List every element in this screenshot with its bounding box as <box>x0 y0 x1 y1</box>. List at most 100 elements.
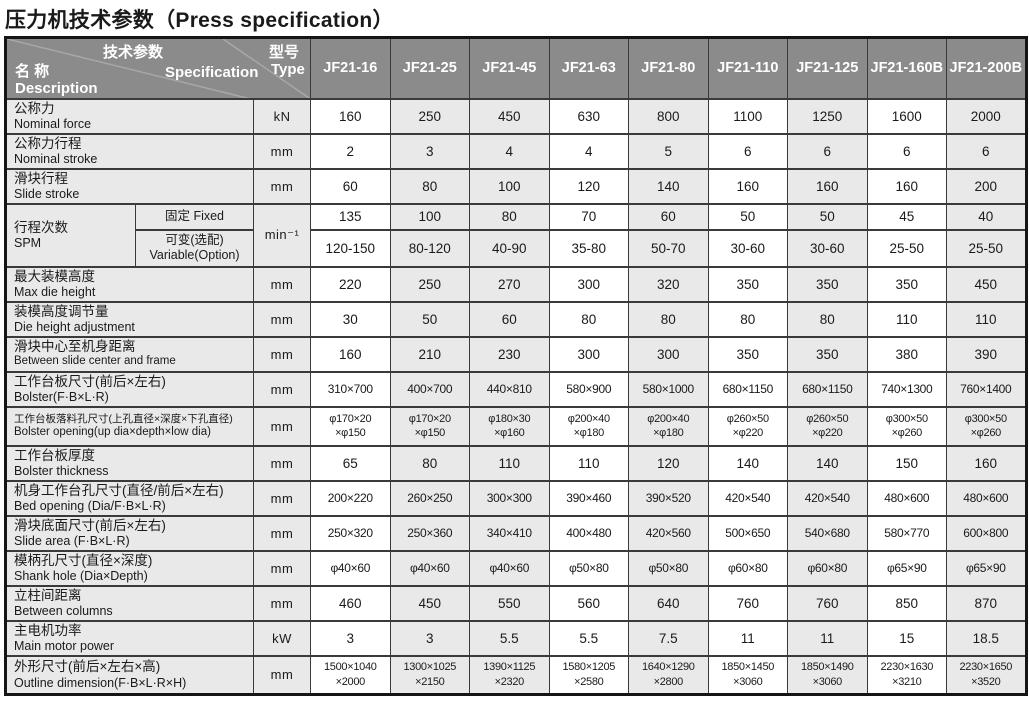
table-row: 行程次数 SPM 固定 Fixed min⁻¹ 135 100 80 70 60 50 50 45 40 <box>5 202 1027 268</box>
value-cell: 35-80 <box>548 228 630 268</box>
value-cell: 135 <box>310 202 391 231</box>
value-cell: 50-70 <box>628 228 709 268</box>
value-cell: 450 <box>469 97 550 135</box>
row-label-cn: 工作台板尺寸(前后×左右) <box>14 373 166 389</box>
value-cell: 350 <box>866 265 948 303</box>
value-cell: 140 <box>707 444 789 482</box>
value-cell: 140 <box>628 167 709 205</box>
value-cell: φ300×50 ×φ260 <box>946 405 1027 447</box>
value-cell: 80-120 <box>389 228 471 268</box>
table-row: 立柱间距离 Between columns mm 460 450 550 560 640 760… <box>5 584 1027 622</box>
value-cell: 300 <box>628 335 709 373</box>
value-cell: 440×810 <box>469 370 550 408</box>
value-cell: 480×600 <box>866 479 948 517</box>
value-cell: 50 <box>787 202 868 231</box>
row-label: 模柄孔尺寸(直径×深度) Shank hole (Dia×Depth) <box>5 549 254 587</box>
row-label-en: Bed opening (Dia/F·B×L·R) <box>14 498 166 513</box>
value-cell: 270 <box>469 265 550 303</box>
value-cell: φ170×20 ×φ150 <box>389 405 471 447</box>
value-cell: 630 <box>548 97 630 135</box>
value-cell: 1500×1040 ×2000 <box>310 654 391 696</box>
corner-diagonal-lines <box>7 39 309 97</box>
value-cell: 160 <box>787 167 868 205</box>
unit-cell: mm <box>252 584 312 622</box>
value-cell: 250 <box>389 265 471 303</box>
value-cell: 6 <box>707 132 789 170</box>
row-label-en: Bolster thickness <box>14 463 109 478</box>
value-cell: 350 <box>787 335 868 373</box>
corner-param-label-en: Specification <box>165 64 259 81</box>
value-cell: 1100 <box>707 97 789 135</box>
value-cell: 50 <box>389 300 471 338</box>
row-label-en: SPM <box>14 235 42 250</box>
spm-sub-label: 可变(选配) Variable(Option) <box>135 228 254 268</box>
value-cell: 80 <box>787 300 868 338</box>
row-label: 滑块底面尺寸(前后×左右) Slide area (F·B×L·R) <box>5 514 254 552</box>
value-cell: 300 <box>548 265 630 303</box>
value-cell: 100 <box>469 167 550 205</box>
row-label-cn: 主电机功率 <box>14 622 82 638</box>
value-cell: 160 <box>946 444 1027 482</box>
model-header-cell: JF21-45 <box>469 36 550 100</box>
value-cell: 420×540 <box>787 479 868 517</box>
table-row: 工作台板落料孔尺寸(上孔直径×深度×下孔直径) Bolster opening(u… <box>5 405 1027 447</box>
value-cell: φ260×50 ×φ220 <box>707 405 789 447</box>
unit-cell: min⁻¹ <box>252 202 312 268</box>
table-row: 滑块底面尺寸(前后×左右) Slide area (F·B×L·R) mm 250×3… <box>5 514 1027 552</box>
spm-sub-label: 固定 Fixed <box>135 202 254 231</box>
row-label: 主电机功率 Main motor power <box>5 619 254 657</box>
value-cell: 3 <box>389 132 471 170</box>
value-cell: 70 <box>548 202 630 231</box>
value-cell: φ40×60 <box>310 549 391 587</box>
table-row: 外形尺寸(前后×左右×高) Outline dimension(F·B×L·R×H… <box>5 654 1027 696</box>
value-cell: 150 <box>866 444 948 482</box>
value-cell: 1300×1025 ×2150 <box>389 654 471 696</box>
value-cell: 80 <box>707 300 789 338</box>
row-label-cn: 工作台板厚度 <box>14 447 95 463</box>
value-cell: 740×1300 <box>866 370 948 408</box>
value-cell: 420×560 <box>628 514 709 552</box>
row-label: 行程次数 SPM <box>5 202 136 268</box>
spec-table: 技术参数 Specification 名 称 Description 型号 Type JF2… <box>4 36 1028 696</box>
table-header-row: 技术参数 Specification 名 称 Description 型号 Type JF2… <box>4 36 1027 100</box>
value-cell: 680×1150 <box>707 370 789 408</box>
model-header-cell: JF21-125 <box>787 36 868 100</box>
unit-cell: mm <box>252 654 312 696</box>
corner-cell: 技术参数 Specification 名 称 Description 型号 Type <box>4 36 312 100</box>
value-cell: 3 <box>389 619 471 657</box>
table-row: 装模高度调节量 Die height adjustment mm 30 50 60 80 80… <box>5 300 1027 338</box>
value-cell: 2230×1650 ×3520 <box>946 654 1027 696</box>
value-cell: 4 <box>469 132 550 170</box>
unit-cell: mm <box>252 370 312 408</box>
value-cell: 680×1150 <box>787 370 868 408</box>
row-label-en: Between columns <box>14 603 113 618</box>
value-cell: φ40×60 <box>469 549 550 587</box>
value-cell: 250×320 <box>310 514 391 552</box>
table-row: 公称力行程 Nominal stroke mm 2 3 4 4 5 6 6 6 6 <box>5 132 1027 170</box>
unit-cell: mm <box>252 335 312 373</box>
row-label-cn: 行程次数 <box>14 219 68 235</box>
value-cell: 80 <box>389 167 471 205</box>
value-cell: 25-50 <box>946 228 1027 268</box>
value-cell: 15 <box>866 619 948 657</box>
row-label-cn: 外形尺寸(前后×左右×高) <box>14 659 161 675</box>
corner-name-label-en: Description <box>15 80 98 97</box>
value-cell: φ200×40 ×φ180 <box>628 405 709 447</box>
value-cell: 80 <box>628 300 709 338</box>
row-label-en: Bolster(F·B×L·R) <box>14 389 109 404</box>
value-cell: 300 <box>548 335 630 373</box>
row-label: 工作台板厚度 Bolster thickness <box>5 444 254 482</box>
row-label: 滑块中心至机身距离 Between slide center and frame <box>5 335 254 373</box>
value-cell: 260×250 <box>389 479 471 517</box>
value-cell: 160 <box>707 167 789 205</box>
model-header-cell: JF21-160B <box>866 36 948 100</box>
unit-cell: mm <box>252 479 312 517</box>
value-cell: 540×680 <box>787 514 868 552</box>
value-cell: 120 <box>628 444 709 482</box>
value-cell: 110 <box>866 300 948 338</box>
table-row: 机身工作台孔尺寸(直径/前后×左右) Bed opening (Dia/F·B×L… <box>5 479 1027 517</box>
value-cell: 80 <box>469 202 550 231</box>
value-cell: 110 <box>469 444 550 482</box>
unit-cell: kW <box>252 619 312 657</box>
row-label-en: Shank hole (Dia×Depth) <box>14 568 148 583</box>
